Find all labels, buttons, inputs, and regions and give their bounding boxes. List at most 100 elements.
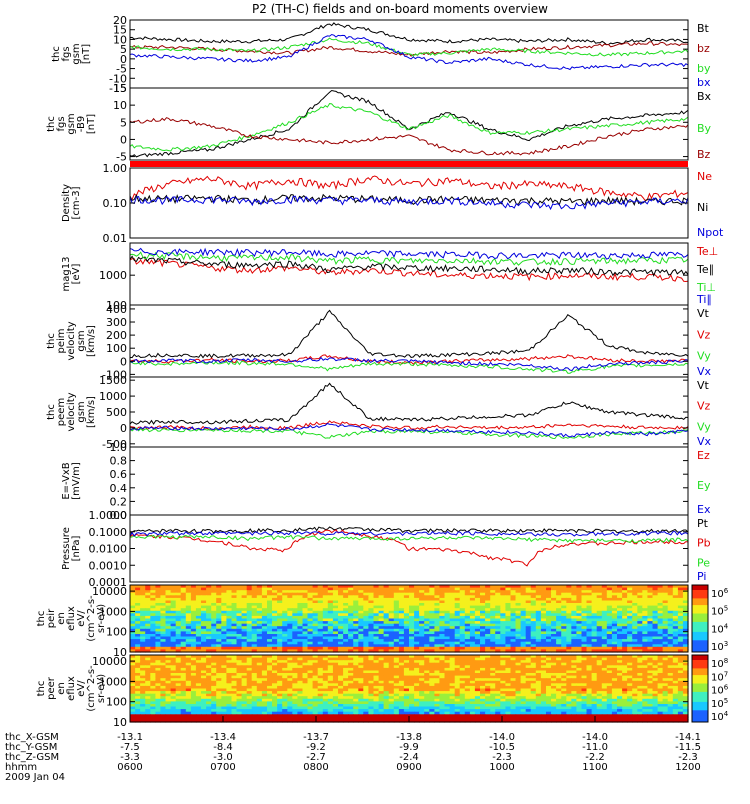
legend-label: Pe — [697, 556, 710, 569]
y-tick-label: 0.1000 — [89, 526, 128, 539]
legend-label: Ey — [697, 479, 711, 492]
y-tick-label: 0.8 — [110, 455, 128, 468]
y-axis-label: Pressure[nPa] — [61, 527, 82, 570]
legend-label: Vt — [697, 307, 710, 320]
legend-label: Te⊥ — [696, 245, 718, 258]
y-axis-label-line: [km/s] — [86, 396, 97, 428]
y-tick-label: 10000 — [92, 585, 127, 598]
y-tick-label: 500 — [106, 406, 127, 419]
y-tick-label: 1.00 — [103, 162, 128, 175]
legend-label: Vy — [697, 420, 711, 433]
series-line-bx — [130, 35, 688, 70]
y-tick-label: 0.6 — [110, 468, 128, 481]
colorbar-tick-label: 106 — [711, 587, 729, 600]
legend-label: Pi — [697, 570, 706, 583]
legend-label: Ez — [697, 449, 710, 462]
legend-label: Vz — [697, 400, 711, 413]
y-tick-label: 400 — [106, 303, 127, 316]
series-line-Bx — [130, 91, 688, 157]
panel-8: PtPbPePi1.00000.10000.01000.00100.0001Pr… — [61, 509, 711, 589]
y-tick-label: 300 — [106, 316, 127, 329]
panel-frame — [130, 88, 688, 160]
y-tick-label: 0.2 — [110, 495, 128, 508]
y-tick-label: 100 — [106, 342, 127, 355]
y-axis-label-line: [eV] — [71, 264, 82, 285]
legend-label: Ni — [697, 201, 708, 214]
legend-label: Pt — [697, 517, 709, 530]
panel-frame — [130, 447, 688, 515]
y-tick-label: 0 — [120, 422, 127, 435]
series-line-Vt — [130, 383, 688, 424]
series-line-Vt — [130, 310, 688, 357]
y-tick-label: 0.0100 — [89, 543, 128, 556]
series-line-Bt — [130, 23, 688, 45]
legend-label: Bt — [697, 22, 710, 35]
series-line-Vx — [130, 424, 688, 438]
y-axis-label-line: [km/s] — [86, 325, 97, 357]
legend-label: By — [697, 122, 712, 135]
panel-frame — [130, 515, 688, 582]
series-line-Ne — [130, 176, 688, 200]
legend-label: Vy — [697, 350, 711, 363]
figure-title: P2 (TH-C) fields and on-board moments ov… — [252, 2, 548, 16]
y-tick-label: 1000 — [99, 269, 127, 282]
y-tick-label: 100 — [106, 626, 127, 639]
y-tick-label: 1.0000 — [89, 509, 128, 522]
y-axis-label: E=-VxB[mV/m] — [61, 462, 82, 500]
y-tick-label: 0.10 — [103, 197, 128, 210]
y-axis-label: mag13[eV] — [61, 257, 82, 292]
y-axis-label-line: [mV/m] — [71, 462, 82, 500]
legend-label: Vz — [697, 328, 711, 341]
y-tick-label: 15 — [113, 82, 127, 95]
series-line-Te⊥ — [130, 259, 688, 282]
legend-label: by — [697, 62, 711, 75]
y-tick-label: 5 — [120, 116, 127, 129]
series-line-By — [130, 104, 688, 151]
y-axis-label-line: [cm-3] — [71, 186, 82, 219]
legend-label: Vx — [697, 365, 712, 378]
panel-3: Ne Ni Npot 1.00 0.10 0.01 Density[cm-3] — [61, 162, 724, 245]
y-axis-label-line: [nT] — [86, 114, 97, 134]
colorbar-tick-label: 103 — [711, 640, 728, 653]
y-tick-label: 1000 — [99, 390, 127, 403]
y-tick-label: 0 — [120, 355, 127, 368]
colorbar-tick-label: 104 — [711, 622, 729, 635]
y-tick-label: 10 — [113, 99, 127, 112]
legend-label: bz — [697, 42, 710, 55]
legend-label: Vt — [697, 379, 710, 392]
y-tick-label: 0.4 — [110, 482, 128, 495]
y-axis-label-line: [nPa] — [71, 535, 82, 561]
legend-label: Ti∥ — [696, 293, 712, 306]
y-tick-label: 1500 — [99, 374, 127, 387]
legend-label: Te∥ — [696, 263, 714, 276]
series-line-Vy — [130, 361, 688, 373]
y-axis-label-line: sr-eV) — [96, 604, 107, 633]
series-line-Ti∥ — [130, 249, 688, 260]
legend-label: bx — [697, 76, 711, 89]
y-axis-label: Density[cm-3] — [61, 184, 82, 222]
legend-label: Npot — [697, 226, 724, 239]
y-tick-label: 0.0010 — [89, 559, 128, 572]
y-tick-label: 0.01 — [103, 232, 128, 245]
colorbar-tick-label: 105 — [711, 605, 728, 618]
legend-label: Bz — [697, 148, 711, 161]
legend-label: Ne — [697, 170, 712, 183]
y-tick-label: 1.0 — [110, 441, 128, 454]
y-tick-label: 0 — [120, 133, 127, 146]
